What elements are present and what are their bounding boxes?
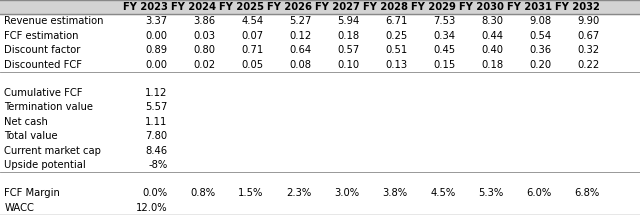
Text: 5.94: 5.94 — [337, 17, 360, 26]
Text: 0.12: 0.12 — [289, 31, 312, 41]
Text: FY 2025: FY 2025 — [219, 2, 264, 12]
Text: FY 2028: FY 2028 — [363, 2, 408, 12]
Text: 2.3%: 2.3% — [287, 189, 312, 198]
Text: 8.30: 8.30 — [482, 17, 504, 26]
Text: 0.18: 0.18 — [337, 31, 360, 41]
Text: 0.22: 0.22 — [577, 60, 600, 69]
Text: 7.53: 7.53 — [433, 17, 456, 26]
Text: 0.18: 0.18 — [481, 60, 504, 69]
Text: 12.0%: 12.0% — [136, 203, 168, 213]
Text: Discount factor: Discount factor — [4, 45, 81, 55]
Text: 4.54: 4.54 — [241, 17, 264, 26]
Text: 6.8%: 6.8% — [575, 189, 600, 198]
Text: 1.5%: 1.5% — [238, 189, 264, 198]
Text: 0.51: 0.51 — [385, 45, 408, 55]
Text: 0.71: 0.71 — [241, 45, 264, 55]
Text: 5.3%: 5.3% — [479, 189, 504, 198]
Text: 1.11: 1.11 — [145, 117, 168, 127]
Text: 0.10: 0.10 — [337, 60, 360, 69]
Text: 3.37: 3.37 — [145, 17, 168, 26]
Text: 0.13: 0.13 — [385, 60, 408, 69]
Text: FY 2024: FY 2024 — [171, 2, 216, 12]
Text: 5.27: 5.27 — [289, 17, 312, 26]
Text: 8.46: 8.46 — [145, 146, 168, 155]
Text: Total value: Total value — [4, 131, 58, 141]
Text: 0.25: 0.25 — [385, 31, 408, 41]
Text: 0.45: 0.45 — [433, 45, 456, 55]
Text: 3.0%: 3.0% — [335, 189, 360, 198]
Text: 0.64: 0.64 — [289, 45, 312, 55]
Text: 5.57: 5.57 — [145, 103, 168, 112]
Text: 3.86: 3.86 — [193, 17, 216, 26]
Text: 7.80: 7.80 — [145, 131, 168, 141]
Text: 0.00: 0.00 — [146, 60, 168, 69]
Text: 0.05: 0.05 — [241, 60, 264, 69]
Text: 0.15: 0.15 — [433, 60, 456, 69]
Text: 0.0%: 0.0% — [143, 189, 168, 198]
Text: 0.89: 0.89 — [145, 45, 168, 55]
Text: Current market cap: Current market cap — [4, 146, 101, 155]
Text: FCF estimation: FCF estimation — [4, 31, 79, 41]
Text: 9.90: 9.90 — [577, 17, 600, 26]
Text: FY 2031: FY 2031 — [507, 2, 552, 12]
Text: FY 2030: FY 2030 — [459, 2, 504, 12]
Text: Upside potential: Upside potential — [4, 160, 86, 170]
Text: FY 2027: FY 2027 — [315, 2, 360, 12]
Text: 0.32: 0.32 — [577, 45, 600, 55]
Text: Cumulative FCF: Cumulative FCF — [4, 88, 83, 98]
Text: 0.07: 0.07 — [241, 31, 264, 41]
Text: FY 2029: FY 2029 — [411, 2, 456, 12]
Text: 0.57: 0.57 — [337, 45, 360, 55]
Text: -8%: -8% — [148, 160, 168, 170]
Text: FY 2023: FY 2023 — [123, 2, 168, 12]
Text: 0.44: 0.44 — [482, 31, 504, 41]
Text: FCF Margin: FCF Margin — [4, 189, 60, 198]
Text: 6.71: 6.71 — [385, 17, 408, 26]
Text: 0.67: 0.67 — [577, 31, 600, 41]
Text: Discounted FCF: Discounted FCF — [4, 60, 83, 69]
Text: 6.0%: 6.0% — [527, 189, 552, 198]
Text: Net cash: Net cash — [4, 117, 49, 127]
Text: 0.36: 0.36 — [529, 45, 552, 55]
Text: 0.08: 0.08 — [290, 60, 312, 69]
Text: 1.12: 1.12 — [145, 88, 168, 98]
Text: FY 2032: FY 2032 — [555, 2, 600, 12]
Text: 9.08: 9.08 — [529, 17, 552, 26]
Text: 0.20: 0.20 — [529, 60, 552, 69]
Text: 0.40: 0.40 — [482, 45, 504, 55]
Text: 0.80: 0.80 — [194, 45, 216, 55]
Text: 0.00: 0.00 — [146, 31, 168, 41]
Text: 0.54: 0.54 — [529, 31, 552, 41]
Text: 0.02: 0.02 — [193, 60, 216, 69]
Text: Termination value: Termination value — [4, 103, 93, 112]
Bar — [0, 0, 640, 14]
Text: FY 2026: FY 2026 — [267, 2, 312, 12]
Text: 0.34: 0.34 — [434, 31, 456, 41]
Text: WACC: WACC — [4, 203, 35, 213]
Text: 3.8%: 3.8% — [383, 189, 408, 198]
Text: 0.8%: 0.8% — [191, 189, 216, 198]
Text: 4.5%: 4.5% — [431, 189, 456, 198]
Text: 0.03: 0.03 — [194, 31, 216, 41]
Text: Revenue estimation: Revenue estimation — [4, 17, 104, 26]
